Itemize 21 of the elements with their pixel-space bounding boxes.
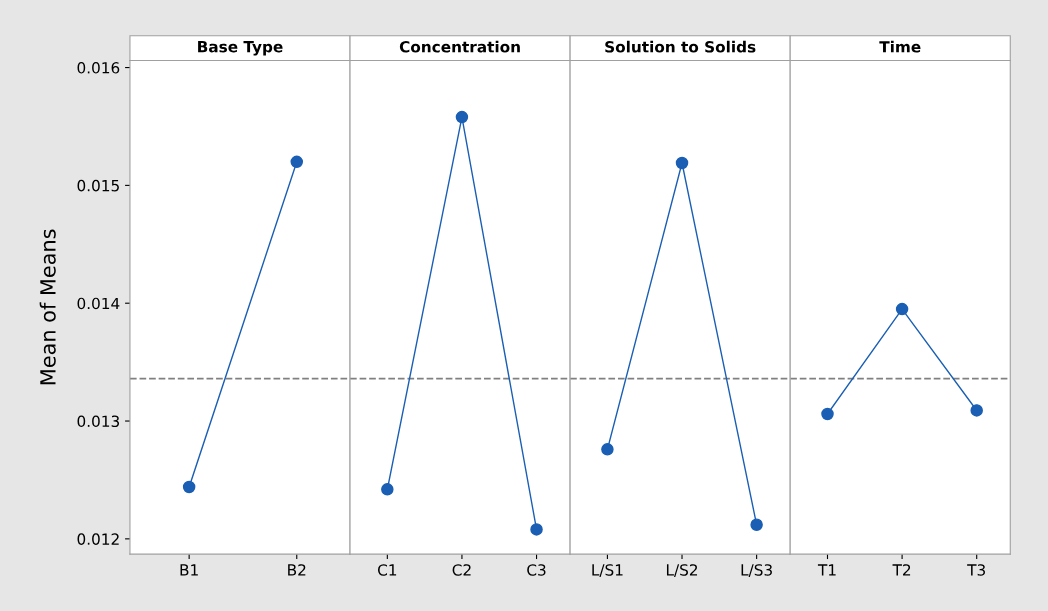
chart-title: Time: [879, 40, 921, 53]
x-tick-label: B1: [180, 564, 198, 576]
x-tick-label: B2: [288, 564, 306, 576]
x-tick-label: T1: [817, 564, 836, 576]
x-tick-label: L/S2: [666, 564, 698, 577]
chart-title: Base Type: [198, 41, 283, 56]
y-tick-label: 0.015: [77, 179, 119, 192]
x-tick-label: C3: [527, 564, 546, 576]
y-axis-title: Mean of Means: [39, 229, 56, 385]
x-tick-label: L/S1: [592, 564, 623, 577]
x-tick-label: L/S3: [741, 564, 772, 577]
y-tick-label: 0.013: [77, 415, 120, 428]
x-tick-label: C1: [378, 564, 397, 576]
chart-title: Concentration: [399, 40, 520, 53]
y-tick-label: 0.014: [77, 297, 120, 310]
x-tick-label: C2: [452, 564, 471, 576]
x-tick-label: T3: [967, 564, 985, 576]
x-tick-label: T2: [892, 564, 911, 576]
y-tick-label: 0.012: [77, 533, 119, 545]
y-tick-label: 0.016: [77, 62, 120, 74]
chart-title: Solution to Solids: [605, 40, 756, 53]
